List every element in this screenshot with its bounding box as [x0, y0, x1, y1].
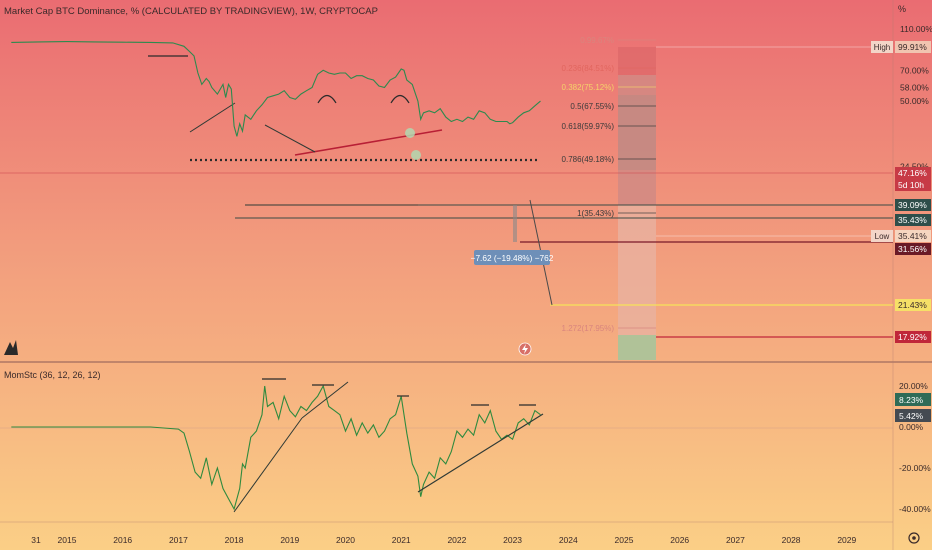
momstc-value-badge	[895, 393, 931, 406]
fib-box-top	[618, 47, 656, 75]
time-axis-tick: 2015	[58, 535, 77, 545]
btc-dominance-line	[11, 41, 541, 137]
momstc-title: MomStc (36, 12, 26, 12)	[4, 370, 101, 380]
price-axis-tick: 70.00%	[900, 65, 929, 75]
time-axis-tick: 2020	[336, 535, 355, 545]
price-badge	[895, 214, 931, 226]
fib-level-label: 0.382(75.12%)	[562, 83, 615, 92]
touch-point-2	[411, 150, 421, 160]
price-axis-tick: 110.00%	[900, 24, 932, 34]
fib-levels: 0.99.67% 0.236(84.51%) 0.382(75.12%) 0.5(67…	[562, 36, 656, 333]
momstc-line	[11, 384, 541, 511]
time-axis-tick: 2023	[503, 535, 522, 545]
time-axis-tick: 2021	[392, 535, 411, 545]
momstc-axis-tick: -20.00%	[899, 463, 931, 473]
mom-trend-3	[417, 413, 544, 493]
fib-box-shade	[618, 95, 656, 170]
price-badge-value: 35.41%	[898, 231, 927, 241]
price-badge-tag-bg	[871, 230, 893, 242]
time-axis-tick: 2016	[113, 535, 132, 545]
fib-level-label: 1.272(17.95%)	[562, 324, 615, 333]
measure-text: −7.62 (−19.48%) −762	[471, 253, 554, 263]
drawings	[148, 55, 553, 306]
fib-level-label: 0.5(67.55%)	[570, 102, 614, 111]
price-badge-tag: Low	[875, 232, 890, 241]
price-badge-tag-bg	[871, 41, 893, 53]
price-axis-tick: 24.50%	[900, 161, 929, 171]
momstc-value-badge	[895, 409, 931, 422]
momstc-value-label: 5.42%	[899, 411, 924, 421]
price-badge-value: 17.92%	[898, 332, 927, 342]
time-axis: 31 2015 2016 2017 2018 2019 2020 2021 2022 2023 20…	[31, 535, 856, 545]
momstc-axis: 20.00% 0.00% -20.00% -40.00% 8.23% 5.42%	[895, 381, 931, 514]
fib-box-light	[618, 205, 656, 335]
mom-trend-2	[301, 381, 349, 419]
price-badge-value: 5d 10h	[898, 180, 924, 190]
tri-lower	[189, 102, 236, 133]
price-badge	[895, 167, 931, 179]
price-badge-value: 21.43%	[898, 300, 927, 310]
time-axis-tick: 2027	[726, 535, 745, 545]
time-axis-tick: 31	[31, 535, 41, 545]
settings-gear-icon[interactable]	[908, 532, 920, 544]
momstc-axis-tick: 20.00%	[899, 381, 928, 391]
touch-point-1	[405, 128, 415, 138]
price-badge	[895, 230, 931, 242]
lightning-icon[interactable]	[518, 342, 532, 356]
momstc-value-label: 8.23%	[899, 395, 924, 405]
time-axis-tick: 2026	[670, 535, 689, 545]
chart-title: Market Cap BTC Dominance, % (CALCULATED …	[4, 6, 378, 17]
head-arc-right	[390, 94, 410, 104]
momstc-axis-tick: 0.00%	[899, 422, 924, 432]
fib-box-bottom	[618, 335, 656, 360]
price-badge	[895, 299, 931, 311]
fib-level-label: 0.786(49.18%)	[562, 155, 615, 164]
price-badge	[895, 41, 931, 53]
tri-upper	[264, 124, 316, 153]
price-badge-value: 47.16%	[898, 168, 927, 178]
price-badge-value: 99.91%	[898, 42, 927, 52]
fib-level-label: 1(35.43%)	[577, 209, 614, 218]
price-badge-tag: High	[874, 43, 890, 52]
fib-level-label: 0.99.67%	[580, 36, 614, 45]
time-axis-tick: 2025	[615, 535, 634, 545]
price-badge-value: 31.56%	[898, 244, 927, 254]
price-badge-value: 39.09%	[898, 200, 927, 210]
price-badge	[895, 179, 931, 191]
time-axis-tick: 2017	[169, 535, 188, 545]
red-trendline	[294, 129, 443, 156]
time-axis-tick: 2018	[225, 535, 244, 545]
tradingview-logo-icon	[4, 340, 18, 355]
fib-level-label: 0.618(59.97%)	[562, 122, 615, 131]
measure-tooltip: −7.62 (−19.48%) −762	[471, 250, 554, 265]
time-axis-tick: 2024	[559, 535, 578, 545]
mom-trend-1	[233, 417, 303, 513]
fib-level-label: 0.236(84.51%)	[562, 64, 615, 73]
price-badge	[895, 331, 931, 343]
price-badge	[895, 243, 931, 255]
head-arc-left	[317, 94, 337, 104]
momstc-axis-tick: -40.00%	[899, 504, 931, 514]
price-badge	[895, 199, 931, 211]
price-axis-tick: 50.00%	[900, 96, 929, 106]
fib-zone	[618, 47, 656, 360]
currency-label: %	[898, 4, 906, 14]
price-axis-tick: 58.00%	[900, 83, 929, 93]
time-axis-tick: 2019	[280, 535, 299, 545]
time-axis-tick: 2029	[837, 535, 856, 545]
time-axis-tick: 2028	[782, 535, 801, 545]
time-axis-tick: 2022	[447, 535, 466, 545]
price-badges: High 99.91% 47.16% 5d 10h 39.09% 35.43% Low 35.…	[871, 41, 931, 343]
mom-drawings	[233, 378, 544, 513]
measure-box	[474, 250, 550, 265]
price-badge-value: 35.43%	[898, 215, 927, 225]
